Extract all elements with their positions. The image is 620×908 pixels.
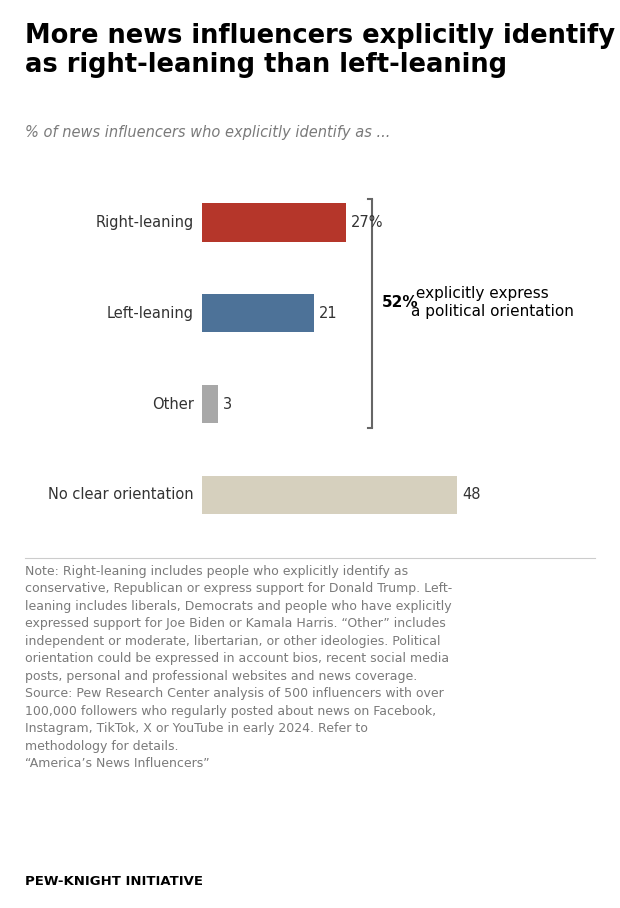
- Text: 52%: 52%: [382, 295, 419, 310]
- Text: Left-leaning: Left-leaning: [107, 306, 193, 321]
- Bar: [202, 385, 218, 423]
- Text: PEW-KNIGHT INITIATIVE: PEW-KNIGHT INITIATIVE: [25, 875, 203, 888]
- Bar: [202, 294, 314, 332]
- Text: 3: 3: [223, 397, 232, 411]
- Text: Note: Right-leaning includes people who explicitly identify as
conservative, Rep: Note: Right-leaning includes people who …: [25, 565, 452, 770]
- Text: Other: Other: [152, 397, 193, 411]
- Text: 21: 21: [319, 306, 337, 321]
- Text: explicitly express
a political orientation: explicitly express a political orientati…: [411, 286, 574, 319]
- Text: Right-leaning: Right-leaning: [95, 215, 193, 230]
- Text: 27%: 27%: [351, 215, 383, 230]
- Text: More news influencers explicitly identify
as right-leaning than left-leaning: More news influencers explicitly identif…: [25, 23, 615, 78]
- Text: 48: 48: [463, 488, 481, 502]
- Bar: [202, 476, 458, 514]
- Text: % of news influencers who explicitly identify as ...: % of news influencers who explicitly ide…: [25, 125, 390, 141]
- Bar: [202, 203, 345, 242]
- Text: No clear orientation: No clear orientation: [48, 488, 193, 502]
